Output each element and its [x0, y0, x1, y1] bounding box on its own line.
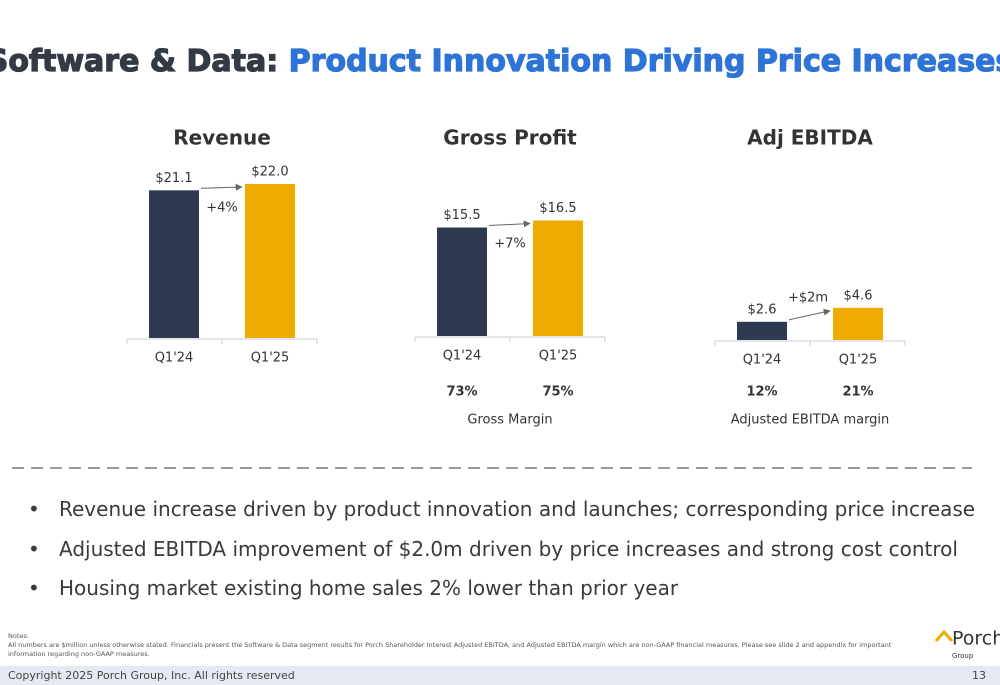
- x-tick-label: Q1'25: [251, 351, 290, 366]
- x-tick-label: Q1'24: [155, 351, 194, 366]
- margin-title: Adjusted EBITDA margin: [731, 413, 890, 428]
- margin-label: 75%: [542, 385, 573, 400]
- notes-title: Notes:: [8, 632, 29, 640]
- margin-label: 73%: [446, 385, 477, 400]
- bullet: Housing market existing home sales 2% lo…: [28, 571, 975, 611]
- change-label: +7%: [494, 237, 526, 252]
- footer: Copyright 2025 Porch Group, Inc. All rig…: [0, 666, 1000, 685]
- margin-label: 21%: [842, 385, 873, 400]
- bar: [245, 184, 295, 338]
- bar: [737, 321, 787, 340]
- x-tick-label: Q1'24: [443, 349, 482, 364]
- page-number: 13: [972, 669, 986, 682]
- margin-label: 12%: [746, 385, 777, 400]
- value-label: $4.6: [844, 288, 873, 303]
- logo-name: Porch: [952, 628, 1000, 650]
- bar: [437, 227, 487, 336]
- change-arrow: [200, 183, 243, 191]
- notes-text: All numbers are $million unless otherwis…: [8, 641, 892, 658]
- change-label: +4%: [206, 201, 238, 216]
- bullet: Adjusted EBITDA improvement of $2.0m dri…: [28, 532, 975, 572]
- x-tick-label: Q1'25: [539, 349, 578, 364]
- title-lead: Software & Data:: [0, 44, 278, 79]
- x-tick-label: Q1'25: [839, 353, 878, 368]
- copyright: Copyright 2025 Porch Group, Inc. All rig…: [8, 669, 295, 682]
- margin-title: Gross Margin: [467, 413, 552, 428]
- chart-title: Adj EBITDA: [747, 126, 873, 150]
- logo-sub: Group: [952, 652, 974, 660]
- bar: [833, 307, 883, 340]
- x-tick-label: Q1'24: [743, 353, 782, 368]
- change-label: +$2m: [788, 291, 828, 306]
- value-label: $22.0: [251, 165, 288, 180]
- notes: Notes: All numbers are $million unless ot…: [8, 632, 908, 659]
- logo-icon: [934, 629, 954, 642]
- value-label: $15.5: [443, 208, 480, 223]
- chart-title: Revenue: [173, 126, 271, 150]
- change-arrow: [488, 220, 531, 228]
- value-label: $16.5: [539, 201, 576, 216]
- slide-title: Software & Data: Product Innovation Driv…: [0, 44, 1000, 79]
- bullet: Revenue increase driven by product innov…: [28, 492, 975, 532]
- bar: [533, 220, 583, 336]
- bar: [149, 190, 199, 338]
- title-main: Product Innovation Driving Price Increas…: [289, 44, 1000, 79]
- change-arrow: [788, 308, 831, 321]
- bullet-list: Revenue increase driven by product innov…: [28, 492, 975, 611]
- value-label: $21.1: [155, 171, 192, 186]
- value-label: $2.6: [748, 302, 777, 317]
- chart-title: Gross Profit: [443, 126, 577, 150]
